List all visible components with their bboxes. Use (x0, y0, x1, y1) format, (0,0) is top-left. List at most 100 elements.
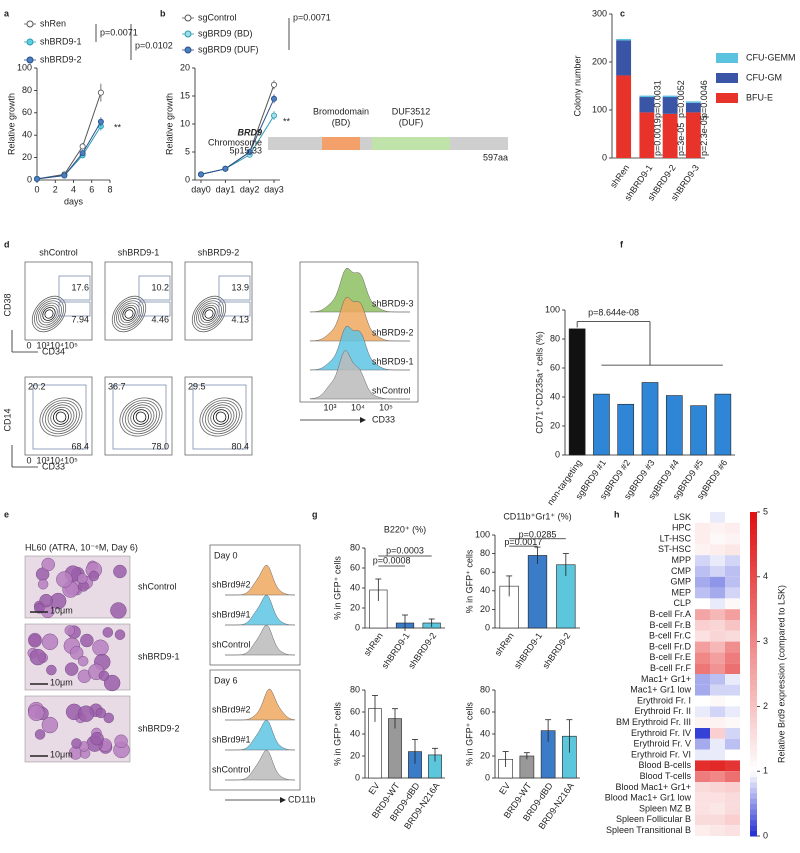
row-label: Blood B-cells (638, 760, 691, 770)
y-tick-label: 0 (27, 174, 32, 184)
label: shBRD9-1 (138, 651, 180, 661)
heat-cell (695, 674, 710, 685)
cell (113, 564, 127, 579)
heat-cell (725, 512, 740, 523)
contour (124, 309, 134, 319)
label: 78.0 (151, 441, 169, 451)
cell (39, 593, 53, 608)
y-tick-label: 40 (350, 582, 360, 592)
heat-cell (725, 695, 740, 707)
colorbar-step (750, 760, 757, 767)
heat-cell (710, 684, 725, 696)
legend-label: sgBRD9 (DUF) (198, 44, 259, 54)
series-line (36, 92, 102, 180)
row-label: BM Erythroid Fr. III (616, 717, 691, 727)
label: CD11b (288, 794, 315, 804)
y-tick-label: 20 (480, 604, 490, 614)
axis-tick: 10⁴ (50, 455, 64, 465)
y-tick-label: 80 (480, 548, 490, 558)
heat-cell (710, 512, 725, 523)
contour (47, 404, 75, 430)
row-label: B-cell Fr.A (649, 609, 691, 619)
bar (714, 393, 732, 456)
contour (202, 399, 240, 435)
colorbar-step (750, 598, 757, 605)
cell (29, 648, 47, 666)
row-label: B-cell Fr.E (649, 652, 691, 662)
heat-cell (725, 544, 740, 556)
label: CD33 (372, 414, 395, 424)
gate (138, 301, 171, 317)
heat-cell (695, 609, 710, 620)
heat-cell (710, 728, 725, 739)
colorbar-step (750, 706, 757, 713)
heat-cell (725, 663, 740, 674)
row-label: B-cell Fr.C (649, 631, 692, 641)
heat-cell (695, 749, 710, 761)
y-tick-label: 5 (185, 146, 190, 156)
bar-segment (639, 97, 655, 113)
heat-cell (695, 533, 710, 545)
x-tick-label: EV (367, 781, 382, 797)
point (270, 81, 277, 88)
colorbar-step (750, 792, 757, 799)
histogram-ridge (309, 350, 410, 400)
label: shBrd9#1 (212, 734, 251, 744)
heat-cell (695, 630, 710, 642)
heat-cell (710, 609, 725, 620)
y-tick-label: 60 (22, 107, 32, 117)
heat-cell (710, 598, 725, 610)
heat-cell (710, 533, 725, 545)
chart-title: B220⁺ (%) (384, 524, 426, 534)
label: shBRD9-1 (372, 356, 414, 366)
point (197, 171, 204, 178)
colorbar-step (750, 657, 757, 664)
heat-cell (695, 782, 710, 793)
y-tick-label: 100 (592, 104, 607, 114)
colorbar-step (750, 690, 757, 697)
heat-cell (725, 782, 740, 793)
y-axis-label: % in GFP⁺ cells (464, 549, 474, 613)
contour (127, 404, 155, 430)
contour (207, 404, 235, 430)
cell (110, 602, 127, 619)
bar-segment (662, 95, 678, 98)
heat-cell (695, 663, 710, 674)
cell (88, 570, 100, 582)
row-label: Erythroid Fr. VI (631, 749, 691, 759)
heat-cell (710, 706, 725, 718)
annotation: p=0.0071 (100, 27, 138, 37)
legend-label: sgControl (198, 12, 237, 22)
y-tick-label: 80 (350, 542, 360, 552)
histogram-ridge (225, 749, 296, 781)
bar-segment (685, 102, 701, 113)
contour (202, 307, 216, 321)
panel-title: shControl (39, 247, 78, 257)
row-label: B-cell Fr.B (649, 620, 691, 630)
axis-tick: 10⁵ (64, 455, 78, 465)
y-tick-label: 20 (550, 420, 560, 430)
bar-segment (685, 112, 701, 158)
cell (41, 716, 59, 734)
contour (198, 302, 220, 326)
heat-cell (710, 792, 725, 804)
label: Day 6 (214, 675, 238, 685)
panel-letter: d (4, 239, 10, 249)
colorbar-step (750, 668, 757, 675)
histogram-ridge (309, 325, 411, 371)
contour (42, 399, 80, 435)
bar (690, 405, 707, 456)
histogram-ridge (225, 688, 296, 721)
label: shControl (212, 639, 251, 649)
histogram-ridge (225, 719, 296, 751)
panel-title: shBRD9-1 (118, 247, 160, 257)
y-tick-label: 20 (480, 750, 490, 760)
y-tick-label: 0 (602, 152, 607, 162)
gate (218, 275, 251, 301)
legend-marker (26, 38, 34, 46)
y-tick-label: 40 (22, 130, 32, 140)
label: DUF3512 (392, 106, 431, 116)
plot-frame (104, 261, 173, 341)
contour (200, 304, 218, 324)
row-label: Spleen MZ B (639, 803, 691, 813)
